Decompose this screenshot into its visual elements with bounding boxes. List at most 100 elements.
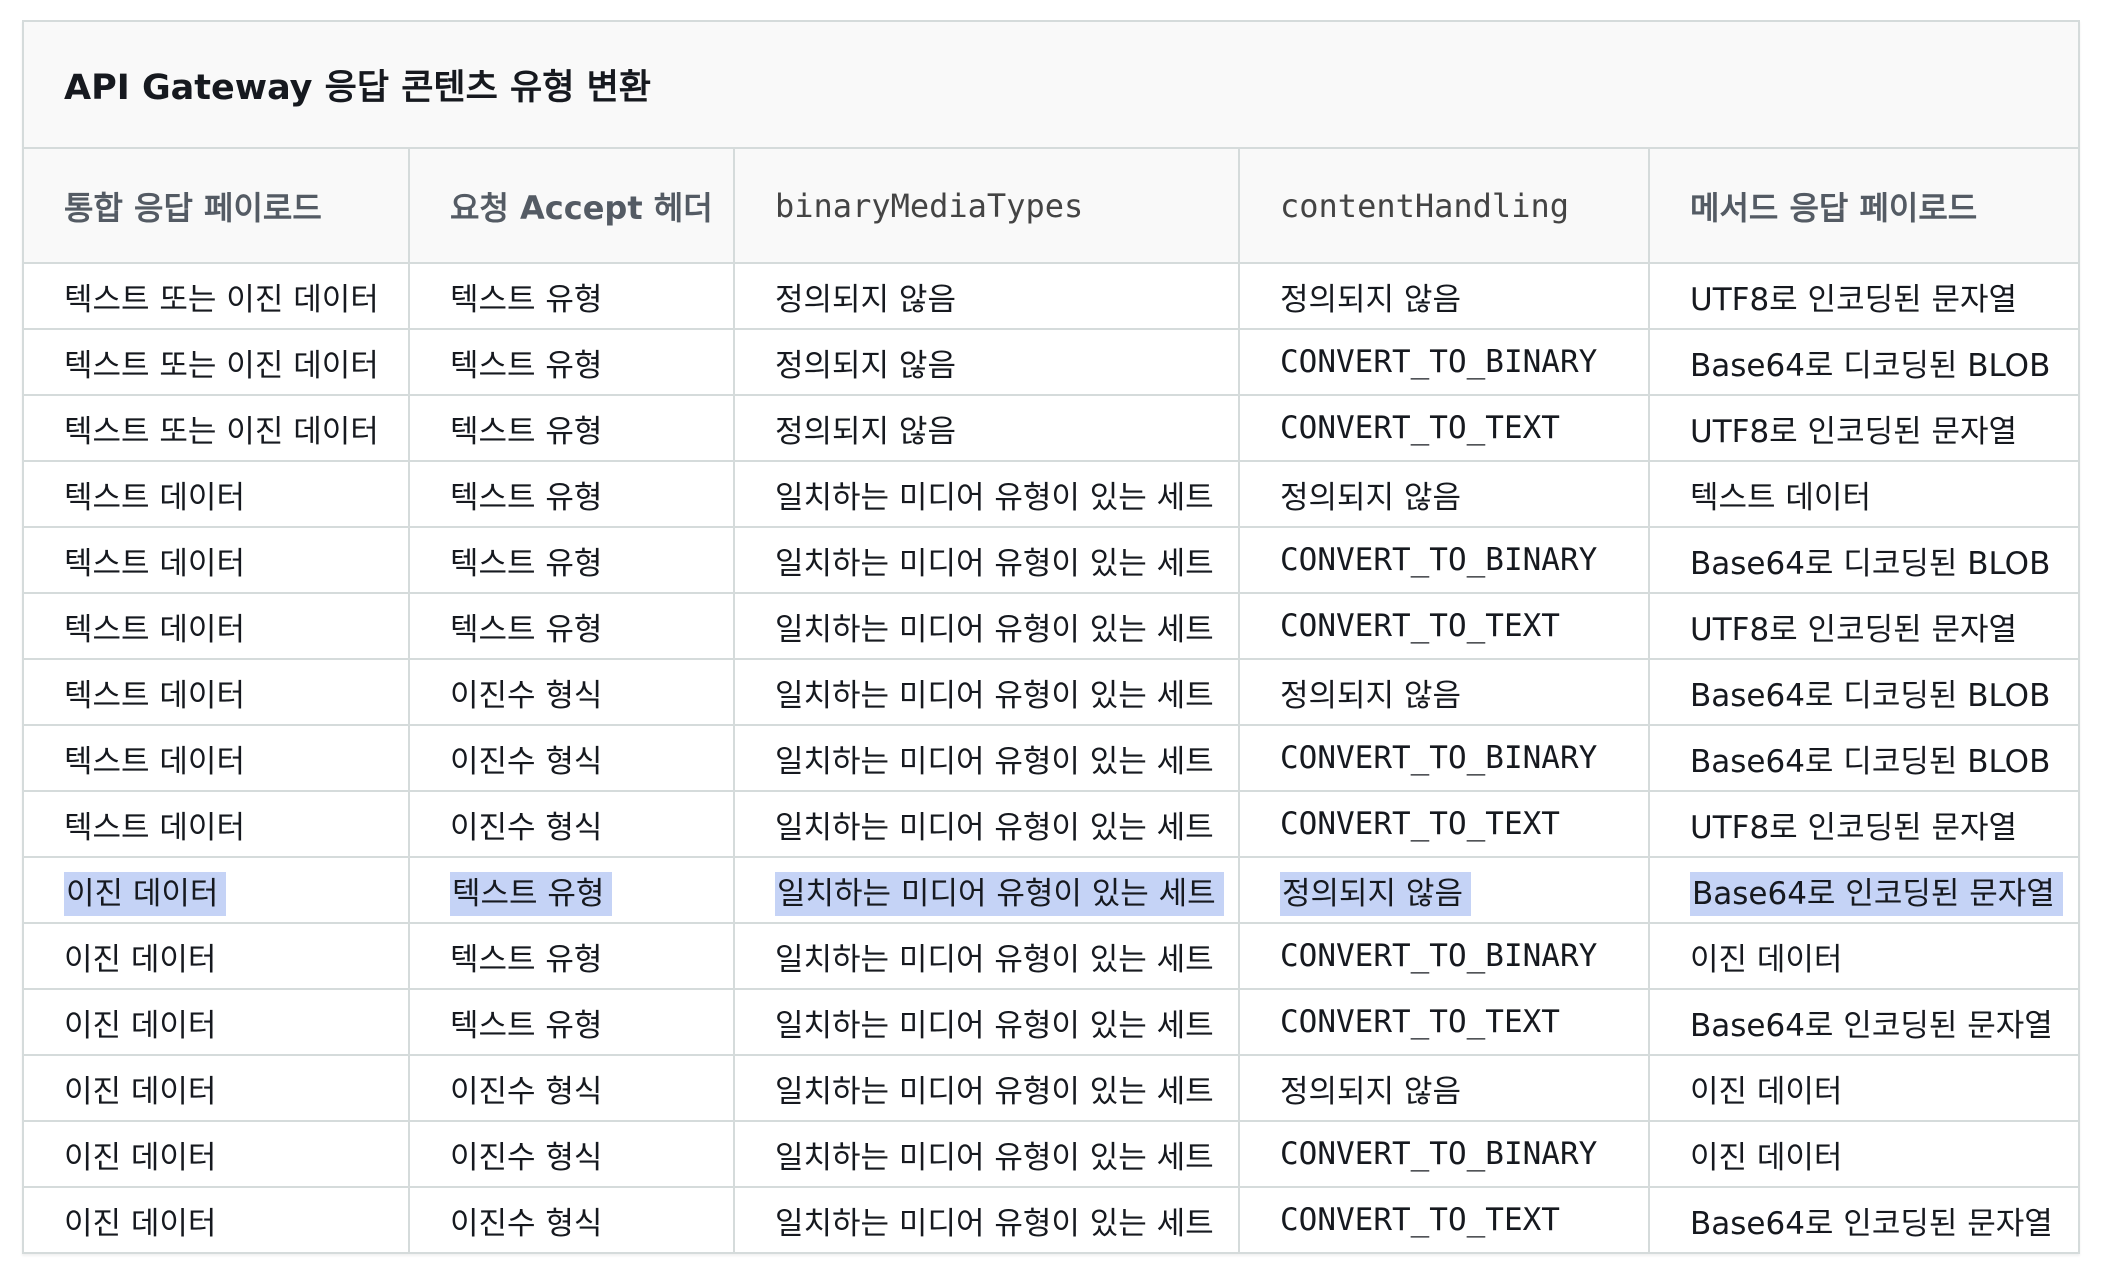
method-response-payload-cell: Base64로 인코딩된 문자열 xyxy=(1649,857,2078,924)
content-handling-cell: CONVERT_TO_BINARY xyxy=(1239,527,1650,594)
content-handling-cell: CONVERT_TO_TEXT xyxy=(1239,989,1650,1056)
cell-text: CONVERT_TO_BINARY xyxy=(1280,1136,1598,1172)
content-handling-cell: CONVERT_TO_BINARY xyxy=(1239,329,1650,396)
request-accept-header-cell: 이진수 형식 xyxy=(409,791,735,858)
binary-media-types-cell: 정의되지 않음 xyxy=(734,329,1240,396)
cell-text: Base64로 인코딩된 문자열 xyxy=(1690,1007,2053,1044)
cell-text: 텍스트 데이터 xyxy=(64,479,245,516)
content-handling-cell: 정의되지 않음 xyxy=(1239,857,1650,924)
cell-text: 정의되지 않음 xyxy=(1280,281,1461,318)
binary-media-types-cell: 정의되지 않음 xyxy=(734,395,1240,462)
table-row: 텍스트 또는 이진 데이터 텍스트 유형 정의되지 않음 CONVERT_TO_BIN… xyxy=(24,329,2078,396)
cell-text: CONVERT_TO_TEXT xyxy=(1280,1004,1560,1040)
method-response-payload-cell: Base64로 디코딩된 BLOB xyxy=(1649,659,2078,726)
binary-media-types-cell: 일치하는 미디어 유형이 있는 세트 xyxy=(734,857,1240,924)
cell-text: 텍스트 유형 xyxy=(450,941,603,978)
cell-text: 이진 데이터 xyxy=(64,1205,217,1242)
request-accept-header-cell: 텍스트 유형 xyxy=(409,461,735,528)
header-integration-response-payload: 통합 응답 페이로드 xyxy=(24,149,410,264)
cell-text: CONVERT_TO_TEXT xyxy=(1280,1202,1560,1238)
cell-text: CONVERT_TO_BINARY xyxy=(1280,542,1598,578)
table-row: 이진 데이터 이진수 형식 일치하는 미디어 유형이 있는 세트 CONVERT_TO… xyxy=(24,1121,2078,1188)
binary-media-types-cell: 일치하는 미디어 유형이 있는 세트 xyxy=(734,923,1240,990)
binary-media-types-cell: 일치하는 미디어 유형이 있는 세트 xyxy=(734,989,1240,1056)
integration-response-payload-cell: 텍스트 데이터 xyxy=(24,527,410,594)
cell-text: 일치하는 미디어 유형이 있는 세트 xyxy=(775,1205,1214,1242)
cell-text: UTF8로 인코딩된 문자열 xyxy=(1690,281,2018,318)
cell-text: 일치하는 미디어 유형이 있는 세트 xyxy=(775,611,1214,648)
table-row: 텍스트 데이터 이진수 형식 일치하는 미디어 유형이 있는 세트 정의되지 않음 Ba… xyxy=(24,659,2078,726)
cell-text: CONVERT_TO_BINARY xyxy=(1280,344,1598,380)
conversion-table: 통합 응답 페이로드 요청 Accept 헤더 binaryMediaTypes… xyxy=(24,149,2078,1252)
integration-response-payload-cell: 텍스트 또는 이진 데이터 xyxy=(24,395,410,462)
cell-text: 이진 데이터 xyxy=(1690,1139,1843,1176)
method-response-payload-cell: Base64로 디코딩된 BLOB xyxy=(1649,329,2078,396)
cell-text: 이진 데이터 xyxy=(64,1007,217,1044)
cell-text: 일치하는 미디어 유형이 있는 세트 xyxy=(775,809,1214,846)
cell-text: 텍스트 데이터 xyxy=(64,743,245,780)
cell-text: 텍스트 또는 이진 데이터 xyxy=(64,281,379,318)
content-handling-cell: 정의되지 않음 xyxy=(1239,1055,1650,1122)
table-row: 텍스트 데이터 이진수 형식 일치하는 미디어 유형이 있는 세트 CONVERT_T… xyxy=(24,725,2078,792)
cell-text: CONVERT_TO_BINARY xyxy=(1280,740,1598,776)
table-row: 텍스트 또는 이진 데이터 텍스트 유형 정의되지 않음 CONVERT_TO_TEX… xyxy=(24,395,2078,462)
header-binary-media-types: binaryMediaTypes xyxy=(734,149,1240,264)
cell-text: 이진수 형식 xyxy=(450,743,603,780)
method-response-payload-cell: Base64로 인코딩된 문자열 xyxy=(1649,989,2078,1056)
content-handling-cell: CONVERT_TO_TEXT xyxy=(1239,395,1650,462)
cell-text: 일치하는 미디어 유형이 있는 세트 xyxy=(775,479,1214,516)
integration-response-payload-cell: 텍스트 데이터 xyxy=(24,593,410,660)
cell-text: Base64로 인코딩된 문자열 xyxy=(1690,871,2063,916)
integration-response-payload-cell: 텍스트 데이터 xyxy=(24,461,410,528)
integration-response-payload-cell: 텍스트 데이터 xyxy=(24,725,410,792)
cell-text: 텍스트 데이터 xyxy=(64,545,245,582)
integration-response-payload-cell: 텍스트 데이터 xyxy=(24,791,410,858)
cell-text: 이진수 형식 xyxy=(450,809,603,846)
binary-media-types-cell: 일치하는 미디어 유형이 있는 세트 xyxy=(734,527,1240,594)
cell-text: 텍스트 데이터 xyxy=(1690,479,1871,516)
content-handling-cell: CONVERT_TO_BINARY xyxy=(1239,725,1650,792)
integration-response-payload-cell: 이진 데이터 xyxy=(24,989,410,1056)
request-accept-header-cell: 텍스트 유형 xyxy=(409,593,735,660)
integration-response-payload-cell: 텍스트 데이터 xyxy=(24,659,410,726)
cell-text: 텍스트 데이터 xyxy=(64,677,245,714)
request-accept-header-cell: 텍스트 유형 xyxy=(409,527,735,594)
integration-response-payload-cell: 텍스트 또는 이진 데이터 xyxy=(24,329,410,396)
cell-text: 텍스트 유형 xyxy=(450,347,603,384)
cell-text: 이진수 형식 xyxy=(450,1205,603,1242)
cell-text: 일치하는 미디어 유형이 있는 세트 xyxy=(775,743,1214,780)
cell-text: Base64로 디코딩된 BLOB xyxy=(1690,677,2051,714)
cell-text: 이진수 형식 xyxy=(450,1139,603,1176)
table-title: API Gateway 응답 콘텐츠 유형 변환 xyxy=(24,22,2078,149)
cell-text: 일치하는 미디어 유형이 있는 세트 xyxy=(775,871,1224,916)
content-handling-cell: 정의되지 않음 xyxy=(1239,659,1650,726)
request-accept-header-cell: 이진수 형식 xyxy=(409,1187,735,1252)
table-row: 텍스트 데이터 텍스트 유형 일치하는 미디어 유형이 있는 세트 CONVERT_T… xyxy=(24,593,2078,660)
cell-text: 텍스트 유형 xyxy=(450,479,603,516)
method-response-payload-cell: 이진 데이터 xyxy=(1649,1121,2078,1188)
request-accept-header-cell: 텍스트 유형 xyxy=(409,923,735,990)
cell-text: 이진 데이터 xyxy=(64,941,217,978)
cell-text: 일치하는 미디어 유형이 있는 세트 xyxy=(775,941,1214,978)
request-accept-header-cell: 텍스트 유형 xyxy=(409,329,735,396)
cell-text: 일치하는 미디어 유형이 있는 세트 xyxy=(775,545,1214,582)
method-response-payload-cell: UTF8로 인코딩된 문자열 xyxy=(1649,263,2078,330)
cell-text: 이진수 형식 xyxy=(450,1073,603,1110)
cell-text: 일치하는 미디어 유형이 있는 세트 xyxy=(775,1073,1214,1110)
method-response-payload-cell: 이진 데이터 xyxy=(1649,1055,2078,1122)
header-method-response-payload: 메서드 응답 페이로드 xyxy=(1649,149,2078,264)
header-content-handling: contentHandling xyxy=(1239,149,1650,264)
table-row: 이진 데이터 텍스트 유형 일치하는 미디어 유형이 있는 세트 정의되지 않음 Bas… xyxy=(24,857,2078,924)
request-accept-header-cell: 이진수 형식 xyxy=(409,1055,735,1122)
cell-text: UTF8로 인코딩된 문자열 xyxy=(1690,611,2018,648)
cell-text: 텍스트 또는 이진 데이터 xyxy=(64,413,379,450)
cell-text: 정의되지 않음 xyxy=(1280,677,1461,714)
content-handling-cell: 정의되지 않음 xyxy=(1239,461,1650,528)
cell-text: 텍스트 데이터 xyxy=(64,611,245,648)
method-response-payload-cell: 텍스트 데이터 xyxy=(1649,461,2078,528)
cell-text: CONVERT_TO_TEXT xyxy=(1280,410,1560,446)
method-response-payload-cell: Base64로 디코딩된 BLOB xyxy=(1649,725,2078,792)
binary-media-types-cell: 일치하는 미디어 유형이 있는 세트 xyxy=(734,461,1240,528)
binary-media-types-cell: 정의되지 않음 xyxy=(734,263,1240,330)
integration-response-payload-cell: 이진 데이터 xyxy=(24,857,410,924)
